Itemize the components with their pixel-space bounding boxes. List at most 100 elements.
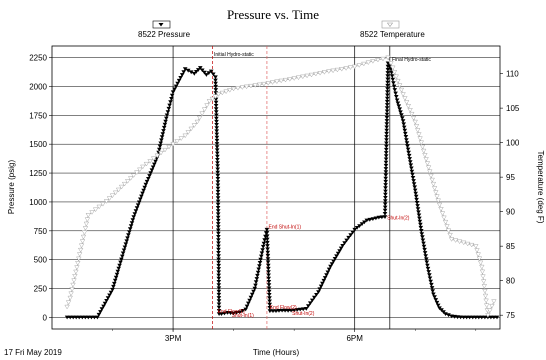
temperature-point bbox=[420, 148, 427, 154]
pressure-point bbox=[334, 254, 339, 259]
temperature-point bbox=[182, 133, 188, 139]
temperature-point bbox=[388, 61, 394, 66]
pressure-point bbox=[215, 173, 221, 178]
pressure-point bbox=[384, 112, 390, 117]
annotation-label: End Flow(2) bbox=[270, 305, 297, 311]
pressure-point bbox=[216, 254, 221, 259]
temperature-point bbox=[424, 161, 431, 166]
pressure-point bbox=[244, 304, 250, 309]
pressure-point bbox=[216, 235, 221, 239]
pressure-point bbox=[140, 191, 145, 196]
y-axis-right-label: Temperature (deg F) bbox=[536, 151, 545, 224]
pressure-point bbox=[216, 270, 221, 275]
temperature-point bbox=[74, 265, 80, 270]
annotation-label: End Shut-In(1) bbox=[269, 225, 302, 231]
pressure-point bbox=[127, 230, 132, 235]
pressure-point bbox=[383, 179, 388, 184]
pressure-point bbox=[214, 148, 220, 153]
temperature-point bbox=[434, 194, 440, 199]
temperature-point bbox=[230, 86, 237, 92]
pressure-point bbox=[215, 180, 221, 185]
pressure-point bbox=[159, 135, 165, 140]
pressure-point bbox=[390, 77, 396, 82]
pressure-point bbox=[279, 308, 285, 313]
pressure-point bbox=[182, 67, 188, 72]
temperature-point bbox=[295, 75, 302, 81]
x-tick-label: 3PM bbox=[165, 334, 182, 343]
pressure-point bbox=[346, 235, 351, 240]
pressure-point bbox=[266, 283, 272, 287]
pressure-point bbox=[385, 87, 390, 91]
temperature-point bbox=[204, 103, 210, 108]
pressure-point bbox=[391, 84, 397, 89]
pressure-point bbox=[204, 73, 209, 77]
y-left-tick-label: 500 bbox=[34, 256, 48, 265]
temperature-point bbox=[137, 167, 143, 173]
pressure-point bbox=[404, 141, 410, 146]
pressure-point bbox=[383, 170, 389, 175]
temperature-point bbox=[427, 169, 433, 175]
pressure-point bbox=[328, 264, 333, 269]
temperature-point bbox=[483, 298, 489, 304]
pressure-point bbox=[142, 185, 147, 190]
temperature-point bbox=[140, 164, 146, 170]
pressure-point bbox=[400, 119, 406, 124]
temperature-point bbox=[468, 242, 475, 248]
temperature-point bbox=[130, 173, 137, 178]
temperature-point bbox=[476, 256, 483, 262]
pressure-point bbox=[385, 67, 391, 72]
temperature-point bbox=[475, 252, 481, 257]
pressure-point bbox=[404, 138, 409, 142]
temperature-point bbox=[80, 234, 87, 240]
y-left-tick-label: 1750 bbox=[29, 111, 47, 120]
temperature-point bbox=[178, 136, 184, 141]
pressure-point bbox=[391, 81, 396, 85]
temperature-point bbox=[356, 63, 362, 68]
pressure-point bbox=[253, 280, 259, 285]
pressure-point bbox=[264, 234, 270, 239]
pressure-point bbox=[399, 113, 404, 118]
pressure-point bbox=[476, 315, 482, 320]
pressure-point bbox=[317, 287, 322, 292]
pressure-point bbox=[120, 254, 125, 259]
temperature-point bbox=[412, 119, 418, 125]
pressure-point bbox=[266, 266, 271, 271]
temperature-point bbox=[313, 71, 319, 77]
pressure-point bbox=[158, 141, 163, 146]
temperature-point bbox=[89, 210, 95, 215]
pressure-point bbox=[415, 207, 421, 211]
pressure-point bbox=[384, 119, 390, 123]
temperature-point bbox=[435, 198, 441, 204]
pressure-point bbox=[383, 189, 388, 194]
pressure-point bbox=[213, 84, 218, 89]
pressure-point bbox=[215, 209, 221, 213]
pressure-point bbox=[111, 284, 116, 289]
pressure-point bbox=[370, 217, 376, 221]
pressure-point bbox=[432, 295, 437, 300]
pressure-point bbox=[411, 182, 417, 187]
pressure-point bbox=[396, 104, 402, 109]
pressure-point bbox=[267, 296, 272, 301]
pressure-point bbox=[331, 259, 336, 264]
pressure-point bbox=[258, 257, 263, 262]
pressure-point bbox=[426, 270, 431, 274]
pressure-point bbox=[214, 132, 220, 137]
pressure-point bbox=[383, 160, 389, 165]
pressure-point bbox=[255, 270, 261, 275]
temperature-point bbox=[212, 94, 219, 100]
plot-area bbox=[51, 45, 501, 330]
temperature-point bbox=[402, 96, 408, 101]
pressure-point bbox=[104, 299, 109, 303]
pressure-point bbox=[216, 225, 221, 230]
pressure-point bbox=[121, 248, 127, 253]
temperature-point bbox=[441, 215, 447, 221]
pressure-point bbox=[367, 217, 373, 222]
pressure-point bbox=[409, 166, 414, 171]
temperature-point bbox=[76, 252, 83, 257]
pressure-point bbox=[164, 113, 170, 118]
pressure-point bbox=[216, 244, 221, 249]
pressure-point bbox=[413, 194, 419, 199]
pressure-point bbox=[215, 189, 221, 194]
pressure-point bbox=[430, 289, 435, 294]
pressure-point bbox=[123, 242, 129, 247]
